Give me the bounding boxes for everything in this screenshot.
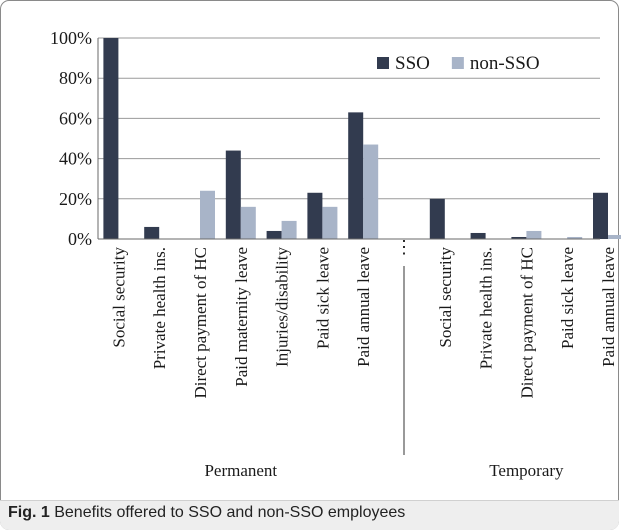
category-label-permanent-2: Private health ins.: [150, 247, 169, 369]
legend-label-sso: SSO: [395, 53, 430, 74]
category-label-temporary-2: Private health ins.: [477, 247, 496, 369]
bar-permanent-6-sso: [307, 192, 323, 239]
group-label-permanent: Permanent: [204, 461, 277, 480]
category-label-permanent-4: Paid maternity leave: [232, 247, 251, 387]
bar-temporary-1-sso: [429, 198, 445, 239]
benefits-bar-chart: 0% 20% 40% 60% 80% 100% ⋮ Social security Privat…: [50, 28, 621, 480]
y-tick-label-40: 40%: [59, 149, 92, 169]
bar-permanent-4-sso: [225, 150, 241, 239]
category-label-permanent-5: Injuries/disability: [273, 247, 292, 367]
bar-temporary-5-sso: [593, 192, 608, 239]
legend-label-non-sso: non-SSO: [470, 53, 540, 74]
bar-temporary-2-sso: [470, 232, 486, 239]
category-label-temporary-5: Paid annual leave: [599, 247, 618, 367]
figure-caption-text: Benefits offered to SSO and non-SSO empl…: [54, 504, 406, 521]
legend-swatch-sso: [377, 57, 389, 69]
category-label-temporary-3: Direct payment of HC: [517, 247, 536, 399]
y-tick-label-20: 20%: [59, 189, 92, 209]
category-label-permanent-7: Paid annual leave: [354, 247, 373, 367]
bar-permanent-6-non-sso: [322, 206, 338, 239]
legend-swatch-non-sso: [451, 57, 464, 69]
bar-permanent-7-non-sso: [363, 144, 379, 239]
bar-permanent-2-sso: [144, 226, 160, 239]
category-label-permanent-1: Social security: [109, 247, 128, 348]
group-label-temporary: Temporary: [489, 461, 564, 480]
caption-bar: [0, 500, 619, 530]
figure-caption: Fig. 1 Benefits offered to SSO and non-S…: [8, 504, 405, 522]
bar-permanent-4-non-sso: [240, 206, 256, 239]
bar-temporary-4-non-sso: [567, 236, 583, 239]
bar-temporary-3-non-sso: [526, 230, 542, 239]
bar-permanent-1-sso: [103, 38, 119, 239]
bar-permanent-7-sso: [348, 112, 364, 239]
category-label-temporary-4: Paid sick leave: [558, 247, 577, 349]
bar-temporary-5-non-sso: [608, 234, 621, 239]
bar-temporary-3-sso: [511, 236, 527, 239]
bar-permanent-3-non-sso: [200, 190, 215, 239]
bar-permanent-5-non-sso: [281, 220, 297, 239]
category-label-temporary-1: Social security: [436, 247, 455, 348]
y-tick-label-0: 0%: [68, 229, 92, 249]
figure-label: Fig. 1: [8, 504, 50, 521]
category-label-permanent-6: Paid sick leave: [313, 247, 332, 349]
y-tick-label-60: 60%: [59, 108, 92, 128]
category-label-permanent-3: Direct payment of HC: [191, 247, 210, 399]
y-tick-label-100: 100%: [50, 28, 92, 48]
y-tick-label-80: 80%: [59, 68, 92, 88]
bar-permanent-5-sso: [266, 230, 282, 239]
group-separator-dots: ⋮: [395, 237, 413, 257]
